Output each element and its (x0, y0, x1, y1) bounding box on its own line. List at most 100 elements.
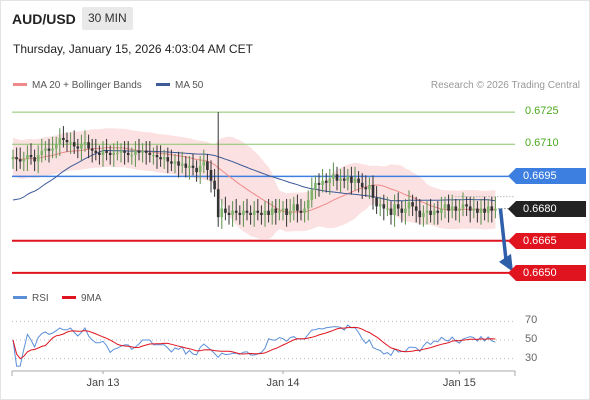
candle-body-54 (206, 161, 209, 170)
candle-body-30 (119, 150, 123, 153)
level-label-red-1: 0.6650 (508, 264, 586, 281)
candle-body-67 (252, 210, 256, 215)
candle-body-5 (29, 155, 33, 158)
candle-body-122 (450, 206, 454, 211)
candle-body-7 (36, 155, 40, 162)
candle-body-132 (486, 206, 490, 213)
candle-body-108 (400, 208, 404, 213)
candle-body-121 (447, 204, 450, 211)
credit-text: Research © 2026 Trading Central (430, 80, 580, 91)
candle-body-103 (382, 204, 386, 209)
candle-body-85 (317, 182, 321, 185)
candle-body-48 (184, 163, 188, 168)
candle-body-90 (335, 174, 339, 181)
candle-body-112 (414, 206, 418, 211)
candle-body-2 (18, 159, 22, 162)
candle-body-107 (396, 204, 400, 209)
level-label-green-0: 0.6725 (525, 105, 559, 118)
candle-body-21 (87, 142, 90, 149)
timeframe-badge[interactable]: 30 MIN (82, 7, 133, 30)
candle-body-75 (281, 208, 285, 211)
rsi-tick-30: 30 (525, 351, 538, 364)
candle-body-96 (357, 178, 360, 183)
candle-body-63 (238, 212, 242, 215)
candle-body-16 (69, 142, 72, 144)
chart-datetime: Thursday, January 15, 2026 4:03:04 AM CE… (13, 42, 253, 56)
ma50-line (12, 149, 496, 202)
candle-body-80 (299, 210, 303, 213)
legend-ma50-swatch (156, 82, 170, 86)
candle-body-70 (263, 210, 267, 215)
candle-body-23 (94, 150, 98, 153)
level-label-red-0: 0.6665 (508, 232, 586, 249)
candle-body-44 (170, 161, 173, 164)
candle-body-134 (494, 208, 497, 211)
candle-body-27 (108, 152, 112, 155)
level-label-green-1: 0.6710 (525, 137, 559, 150)
candle-body-128 (472, 208, 476, 211)
rsi-tick-50: 50 (525, 333, 538, 345)
candle-body-35 (137, 150, 141, 153)
candle-body-110 (407, 202, 411, 209)
candle-body-8 (40, 150, 44, 155)
candle-body-89 (332, 174, 335, 179)
candle-body-102 (378, 204, 382, 207)
candle-body-36 (141, 150, 144, 153)
candle-body-41 (159, 157, 162, 160)
candle-body-87 (324, 180, 328, 183)
candle-body-12 (54, 144, 58, 149)
candle-body-19 (80, 144, 83, 149)
rsi-9ma-line (12, 326, 496, 360)
candle-body-38 (148, 152, 152, 155)
candle-body-83 (310, 189, 314, 200)
candle-body-32 (126, 152, 130, 155)
candle-body-113 (418, 210, 422, 218)
candle-body-124 (458, 208, 461, 211)
candle-body-79 (296, 204, 299, 211)
x-tick-jan14: Jan 14 (266, 377, 300, 389)
current-price-label: 0.6680 (508, 200, 586, 217)
level-label-blue-0: 0.6695 (508, 168, 586, 185)
candle-body-42 (162, 157, 166, 160)
candle-body-53 (202, 161, 206, 166)
candle-body-50 (191, 165, 195, 168)
candle-body-57 (216, 189, 220, 218)
candle-body-28 (112, 152, 116, 155)
candle-body-66 (249, 212, 252, 215)
candle-body-24 (98, 152, 101, 155)
candle-body-17 (72, 142, 76, 147)
candle-body-3 (22, 159, 26, 162)
legend-ma-bb-label: MA 20 + Bollinger Bands (32, 80, 142, 91)
candle-body-51 (195, 167, 198, 173)
candle-body-106 (393, 204, 396, 215)
bollinger-band (13, 128, 496, 240)
candle-body-9 (44, 148, 47, 151)
candle-body-56 (213, 180, 216, 190)
candle-body-46 (177, 161, 180, 166)
candle-body-116 (429, 210, 432, 215)
candle-body-86 (321, 180, 324, 185)
legend-ma-bb-swatch (13, 82, 27, 86)
candle-body-10 (47, 148, 51, 151)
candle-body-65 (245, 210, 249, 213)
rsi-line (12, 324, 496, 367)
candle-body-18 (76, 146, 80, 149)
candle-body-6 (33, 157, 36, 162)
candle-body-77 (288, 210, 292, 215)
candle-body-0 (11, 157, 15, 160)
candle-body-105 (389, 208, 393, 215)
candle-body-100 (371, 185, 375, 198)
candle-body-31 (123, 150, 126, 153)
candle-body-1 (15, 157, 18, 160)
candle-body-99 (368, 185, 371, 190)
candle-body-129 (476, 208, 479, 213)
legend-9ma-label: 9MA (81, 293, 102, 304)
candle-body-127 (468, 206, 472, 211)
candle-body-111 (411, 202, 414, 207)
candle-body-125 (461, 204, 465, 209)
candle-body-71 (267, 210, 270, 215)
candle-body-73 (274, 208, 278, 213)
candle-body-45 (173, 161, 177, 164)
candle-body-120 (443, 204, 447, 209)
